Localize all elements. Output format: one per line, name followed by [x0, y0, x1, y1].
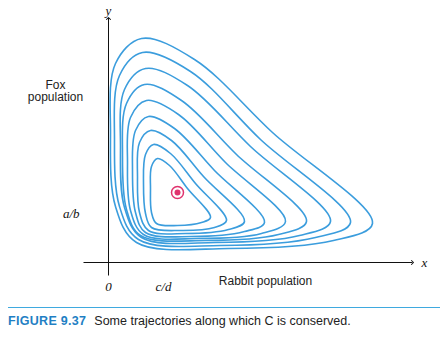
svg-text:0: 0 — [105, 279, 112, 294]
html-text:Some trajectories along which: Some trajectories along which C is conse… — [94, 314, 351, 328]
svg-text:a/b: a/b — [63, 206, 80, 221]
svg-text:Rabbit population: Rabbit population — [219, 274, 312, 288]
svg-text:x: x — [421, 255, 428, 270]
svg-text:c/d: c/d — [156, 279, 172, 294]
svg-text:y: y — [104, 3, 112, 18]
html-text:FIGURE 9.37: FIGURE 9.37 — [8, 314, 87, 328]
svg-text:Foxpopulation: Foxpopulation — [28, 78, 83, 104]
